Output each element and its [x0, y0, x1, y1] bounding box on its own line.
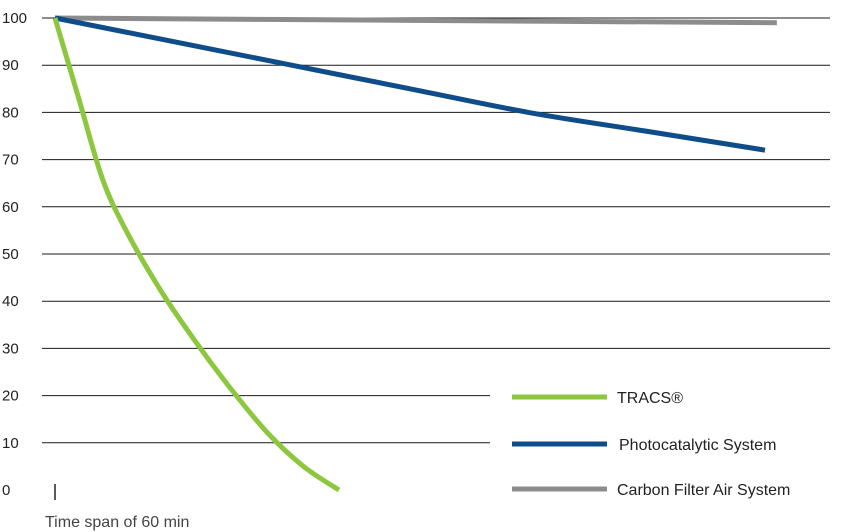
- legend: TRACS® Photocatalytic System Carbon Filter…: [490, 380, 840, 500]
- y-tick-label: 30: [2, 340, 19, 357]
- x-axis-label: Time span of 60 min: [45, 514, 189, 531]
- series-line-1: [54, 15, 766, 153]
- legend-label-0: TRACS®: [617, 390, 683, 407]
- legend-background: [490, 380, 840, 500]
- y-tick-label: 100: [2, 10, 27, 27]
- x-axis: Time span of 60 min: [45, 484, 189, 531]
- series-line-0: [52, 17, 341, 493]
- legend-label-2: Carbon Filter Air System: [617, 482, 790, 499]
- legend-label-1: Photocatalytic System: [619, 437, 776, 454]
- y-tick-label: 50: [2, 246, 19, 263]
- y-tick-label: 40: [2, 293, 19, 310]
- y-axis-ticks: 0 10 20 30 40 50 60 70 80 90 100: [2, 10, 27, 499]
- gridlines: [42, 17, 830, 444]
- y-tick-label: 20: [2, 388, 19, 405]
- y-tick-label: 70: [2, 152, 19, 169]
- y-tick-label: 90: [2, 57, 19, 74]
- y-tick-label: 60: [2, 199, 19, 216]
- y-tick-label: 80: [2, 104, 19, 121]
- series-lines: [52, 15, 777, 493]
- y-tick-label: 0: [2, 482, 10, 499]
- y-tick-label: 10: [2, 435, 19, 452]
- series-line-2: [54, 15, 777, 26]
